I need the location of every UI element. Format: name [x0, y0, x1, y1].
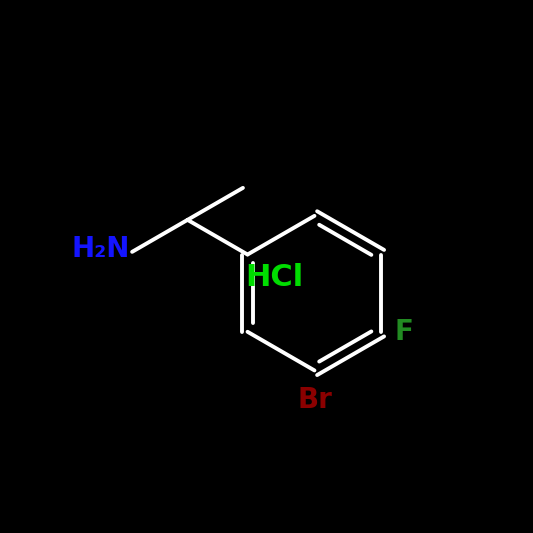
Text: HCl: HCl — [245, 263, 303, 292]
Text: Br: Br — [297, 386, 332, 415]
Text: F: F — [395, 318, 414, 346]
Text: H₂N: H₂N — [71, 235, 130, 263]
